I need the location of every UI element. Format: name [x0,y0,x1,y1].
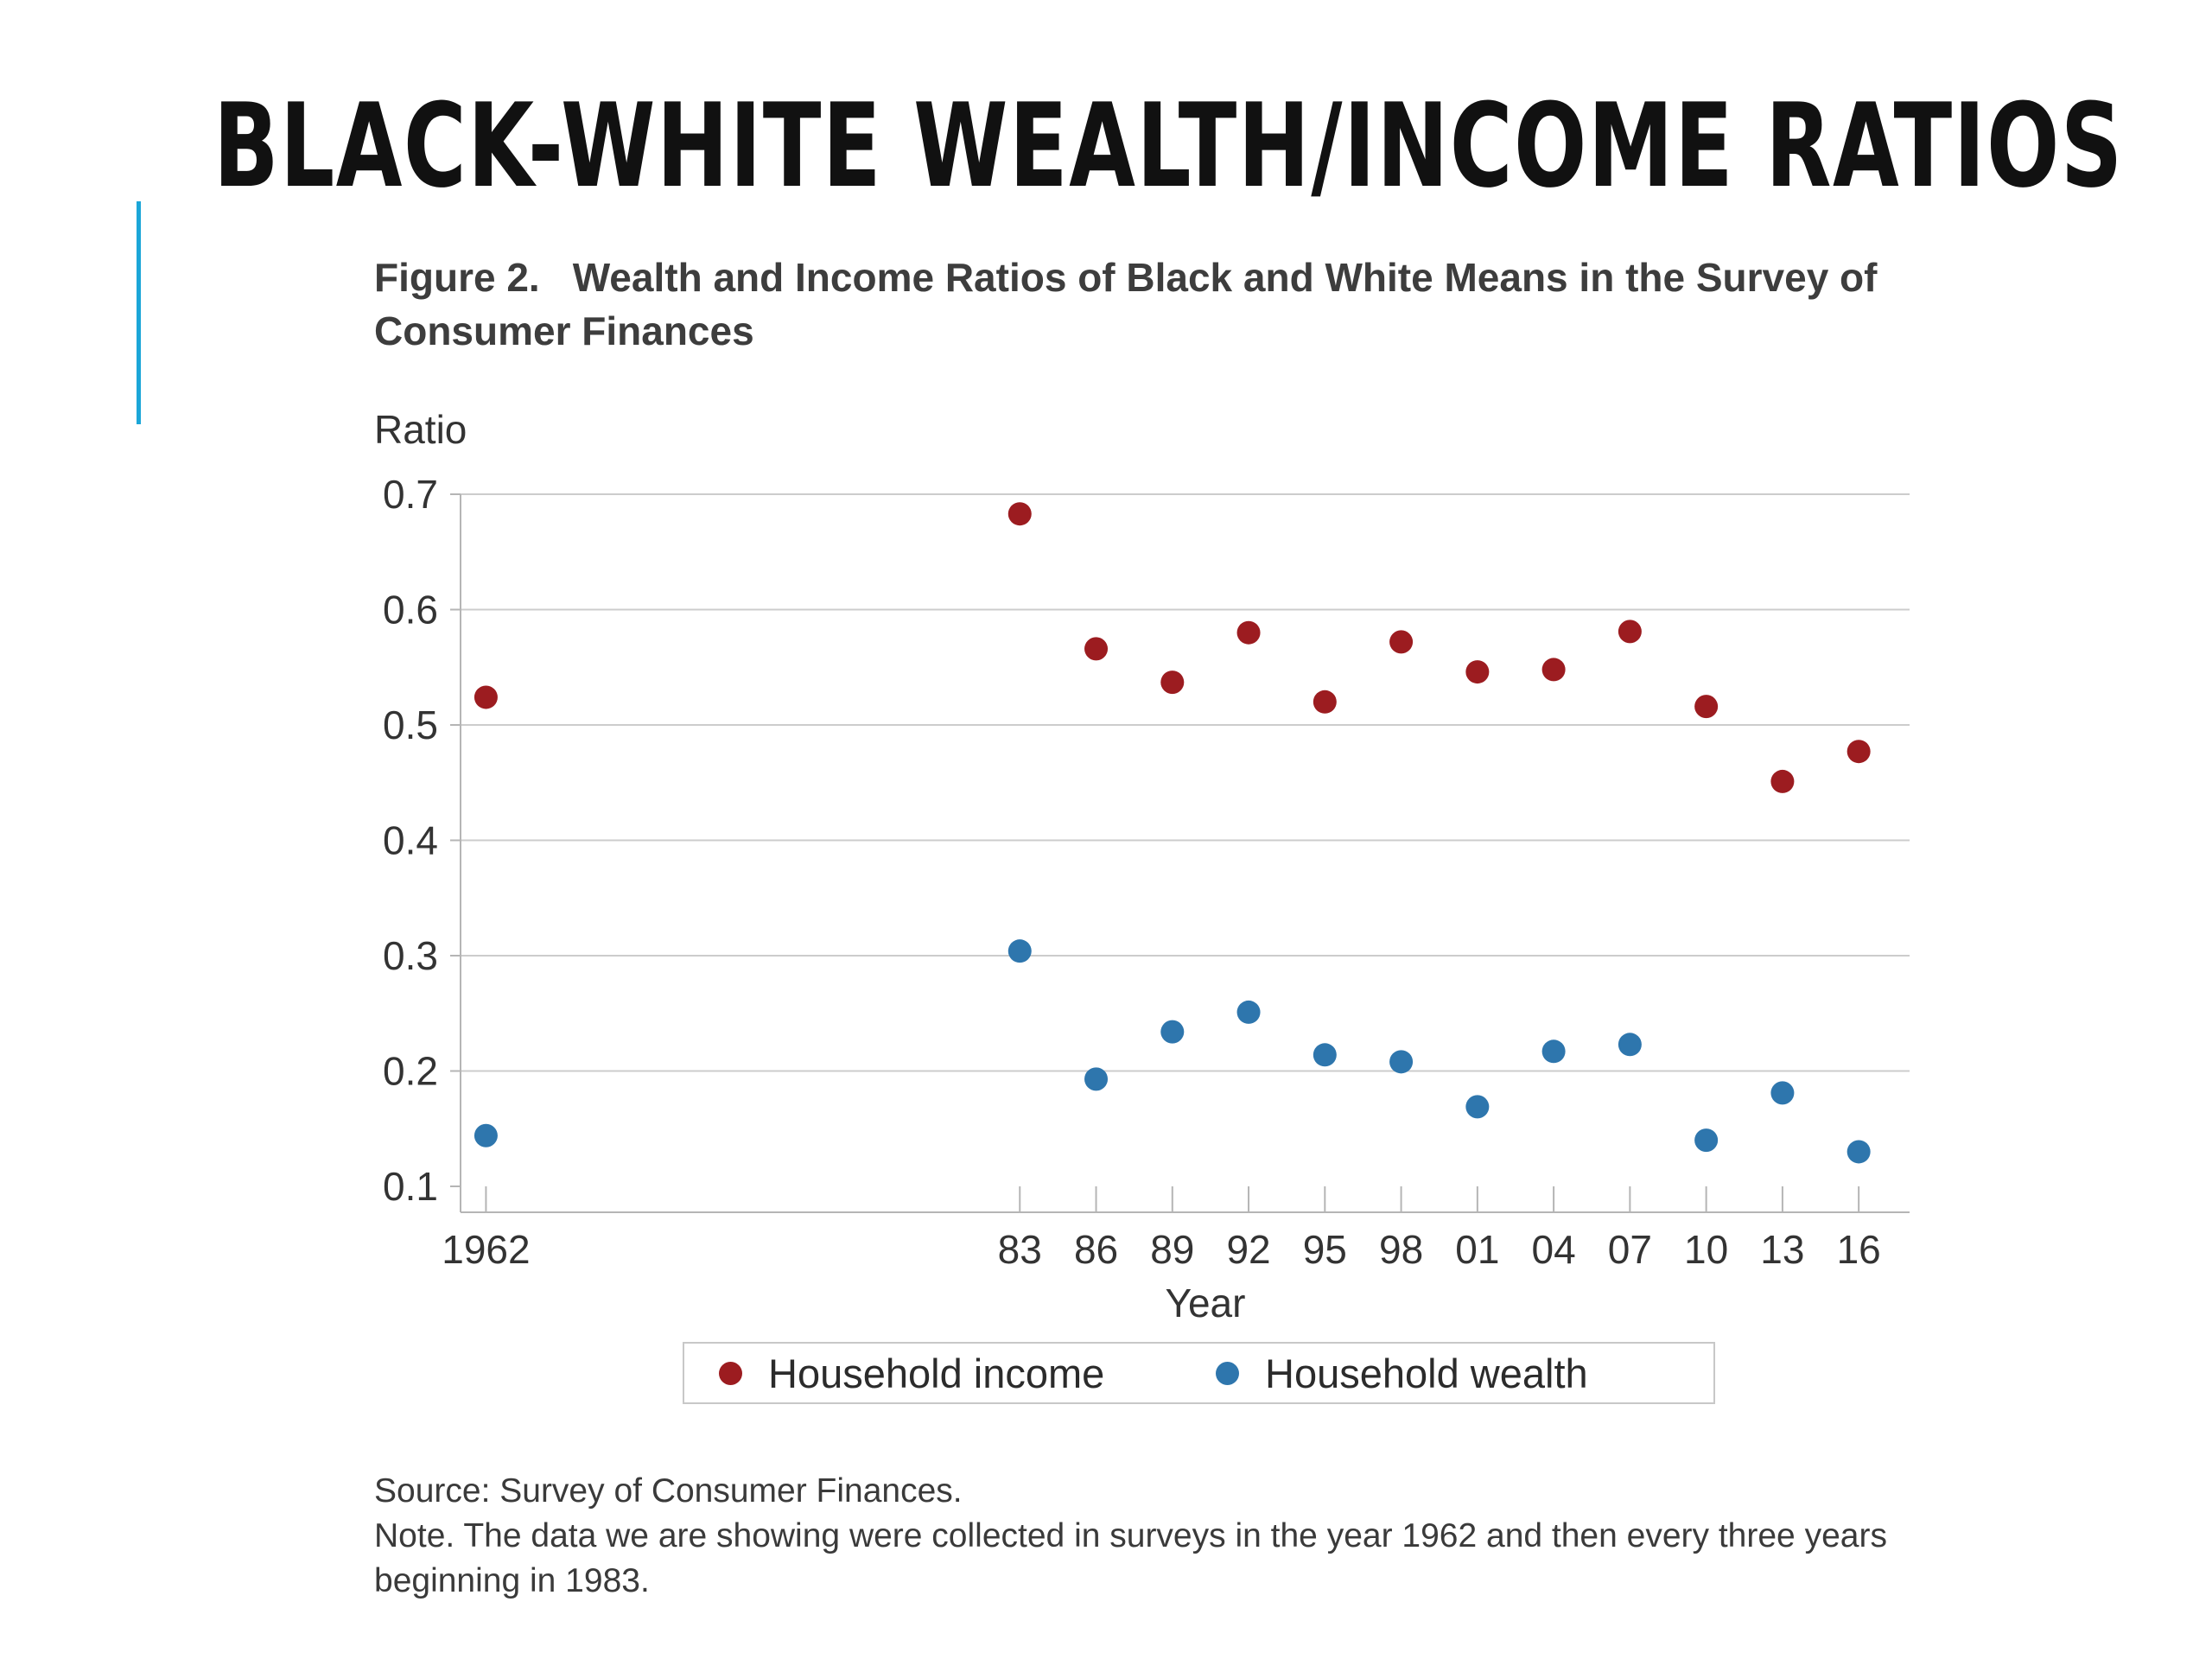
x-tick-label-98: 98 [1379,1227,1423,1272]
point-household-income-86 [1084,637,1109,661]
point-household-wealth-01 [1465,1095,1490,1119]
gridlines [461,493,1910,1072]
point-household-income-10 [1694,695,1719,719]
x-tick-label-95: 95 [1303,1227,1347,1272]
accent-bar [137,201,141,424]
slide-title: BLACK-WHITE WEALTH/INCOME RATIOS [213,79,2124,213]
point-household-wealth-13 [1770,1081,1795,1105]
point-household-wealth-98 [1389,1050,1414,1074]
y-tick-label-0.4: 0.4 [383,818,438,863]
x-tick-label-16: 16 [1837,1227,1881,1272]
point-household-income-89 [1160,671,1185,695]
x-tick-label-92: 92 [1226,1227,1270,1272]
source-note: Source: Survey of Consumer Finances. [374,1472,963,1510]
legend: Household income Household wealth [683,1342,1715,1404]
x-tick-label-1962: 1962 [442,1227,530,1272]
data-note: Note. The data we are showing were colle… [374,1517,1887,1599]
x-tick-label-86: 86 [1074,1227,1118,1272]
legend-label-income: Household income [768,1350,1105,1396]
x-tick-label-13: 13 [1760,1227,1804,1272]
y-tick-labels: 0.1 0.2 0.3 0.4 0.5 0.6 0.7 [383,472,438,1209]
point-household-wealth-16 [1847,1140,1871,1164]
y-tick-label-0.2: 0.2 [383,1049,438,1094]
axes [450,493,1910,1213]
point-household-wealth-95 [1313,1043,1337,1067]
y-tick-label-0.3: 0.3 [383,933,438,978]
figure-title: Figure 2. Wealth and Income Ratios of Bla… [374,251,1929,358]
legend-label-wealth: Household wealth [1265,1350,1588,1396]
x-tick-label-10: 10 [1684,1227,1728,1272]
point-household-income-04 [1541,658,1566,682]
legend-marker-income [719,1361,742,1385]
y-tick-label-0.6: 0.6 [383,588,438,632]
point-household-income-16 [1847,740,1871,764]
x-tick-labels: 1962 83 86 89 92 95 98 01 04 07 10 13 16 [442,1227,1880,1272]
point-household-income-07 [1618,620,1642,644]
point-household-wealth-92 [1236,1000,1261,1024]
legend-marker-wealth [1216,1361,1239,1385]
point-household-income-95 [1313,690,1337,714]
legend-item-household-wealth: Household wealth [1216,1344,1588,1402]
x-tick-label-89: 89 [1150,1227,1194,1272]
figure-title-text: Wealth and Income Ratios of Black and Wh… [374,255,1878,353]
x-tick-label-07: 07 [1608,1227,1652,1272]
x-axis-label: Year [1166,1281,1246,1325]
legend-item-household-income: Household income [719,1344,1104,1402]
y-axis-label: Ratio [374,407,467,452]
point-household-wealth-1962 [474,1123,498,1147]
x-tick-label-01: 01 [1455,1227,1499,1272]
y-tick-label-0.7: 0.7 [383,472,438,517]
x-tick-label-04: 04 [1532,1227,1576,1272]
point-household-wealth-10 [1694,1128,1719,1153]
point-household-income-92 [1236,620,1261,645]
point-household-wealth-07 [1618,1033,1642,1057]
point-household-income-83 [1007,502,1032,526]
x-tick-label-83: 83 [998,1227,1042,1272]
point-household-income-13 [1770,769,1795,793]
point-household-wealth-83 [1007,939,1032,963]
point-household-income-1962 [474,685,498,709]
point-household-wealth-89 [1160,1020,1185,1044]
point-household-income-01 [1465,660,1490,684]
y-tick-label-0.1: 0.1 [383,1164,438,1209]
point-household-wealth-86 [1084,1067,1109,1091]
point-household-income-98 [1389,630,1414,654]
figure-number: Figure 2. [374,255,540,300]
y-tick-label-0.5: 0.5 [383,702,438,747]
point-household-wealth-04 [1541,1039,1566,1064]
data-points [474,502,1871,1164]
